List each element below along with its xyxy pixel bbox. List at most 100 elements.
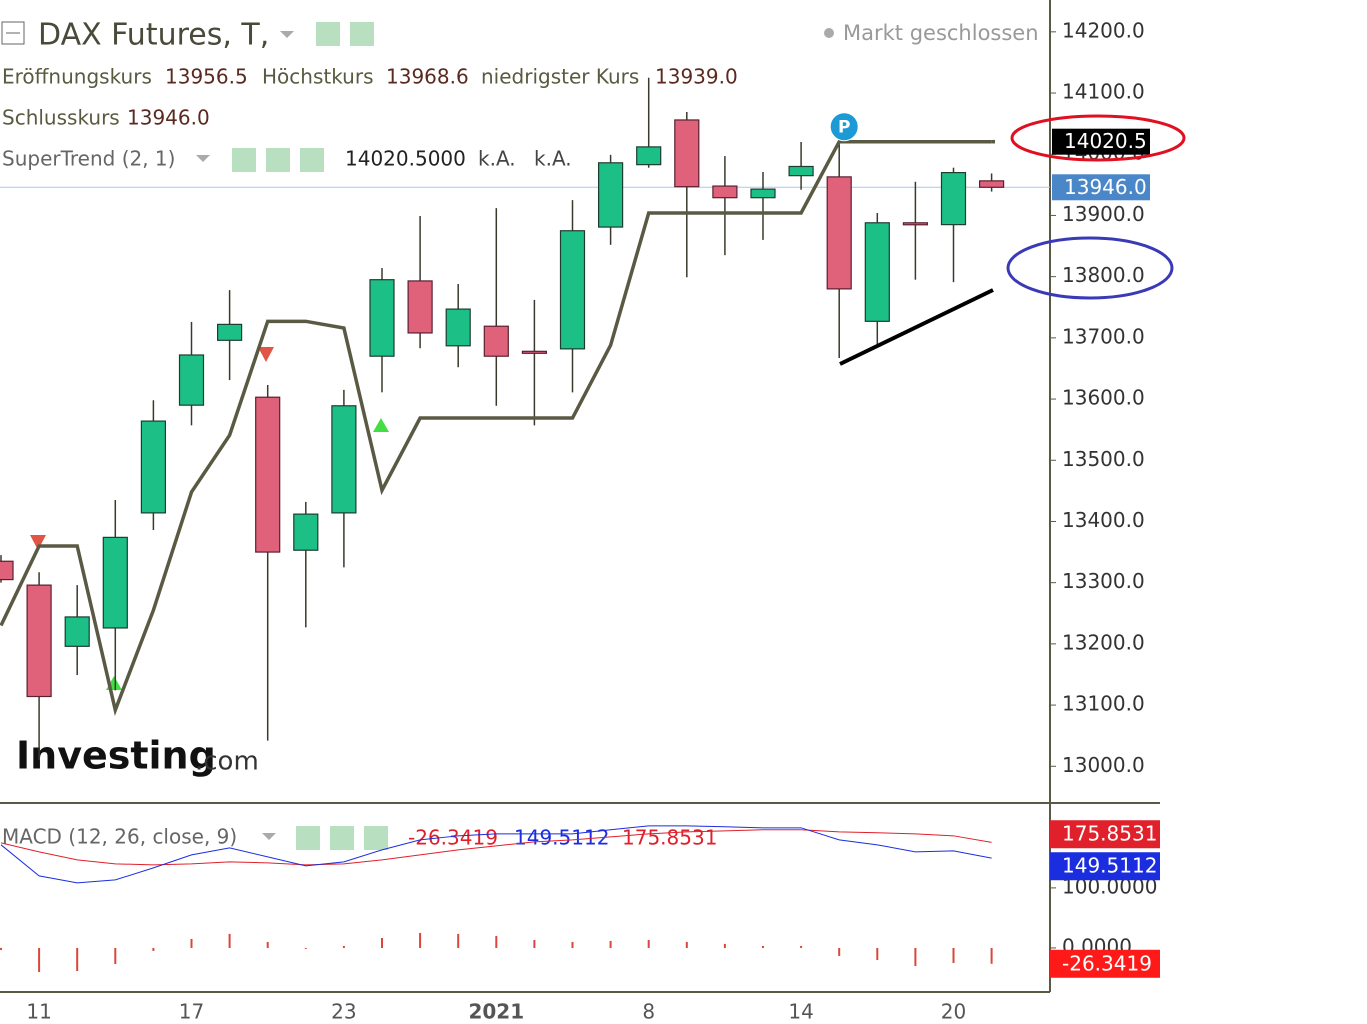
- price-box-label: 13946.0: [1064, 175, 1147, 199]
- candle-body: [750, 188, 776, 199]
- remove-icon[interactable]: [300, 148, 324, 172]
- value-box: [1050, 949, 1160, 978]
- candle-body: [521, 350, 548, 354]
- candle-body: [597, 162, 624, 228]
- eye-icon[interactable]: [316, 22, 340, 46]
- value-box-label: 149.5112: [1062, 854, 1157, 878]
- status-dot: [824, 28, 834, 38]
- y-tick-label: 13000.0: [1062, 753, 1145, 777]
- candle-body: [712, 185, 738, 199]
- candle-body: [826, 176, 852, 290]
- indicator-value: 175.8531: [622, 826, 717, 850]
- x-tick-label: 8: [642, 1000, 655, 1024]
- candle-body: [483, 325, 509, 357]
- indicator-value: k.A.: [534, 147, 572, 171]
- x-tick-label: 2021: [468, 1000, 524, 1024]
- gear-icon[interactable]: [350, 22, 374, 46]
- candle-body: [978, 180, 1005, 188]
- candle-body: [217, 323, 243, 341]
- indicator-value: 149.5112: [514, 826, 609, 850]
- candle-body: [102, 536, 128, 629]
- gear-icon[interactable]: [266, 148, 290, 172]
- remove-icon[interactable]: [364, 826, 388, 850]
- price-box-label: 14020.5: [1064, 129, 1147, 153]
- eye-icon[interactable]: [232, 148, 256, 172]
- x-tick-label: 20: [941, 1000, 966, 1024]
- candle-body: [407, 280, 433, 334]
- buy-signal: [373, 418, 389, 432]
- candle-body: [674, 119, 700, 188]
- legend-value: 13939.0: [655, 65, 738, 89]
- dropdown-icon[interactable]: [196, 155, 210, 162]
- legend-label: niedrigster Kurs: [481, 65, 639, 89]
- highlight-ellipse: [1010, 114, 1186, 162]
- market-status: Markt geschlossen: [843, 21, 1039, 45]
- candle-body: [255, 396, 281, 553]
- indicator-value: k.A.: [478, 147, 516, 171]
- x-tick-label: 17: [179, 1000, 204, 1024]
- y-tick-label: 13400.0: [1062, 508, 1145, 532]
- candle-body: [64, 616, 90, 647]
- y-tick-label: 13200.0: [1062, 630, 1145, 654]
- indicator-value: -26.3419: [408, 826, 498, 850]
- candle-body: [178, 354, 205, 406]
- supertrend-line: [0, 139, 992, 716]
- pivot-marker: [829, 112, 859, 142]
- candle-body: [331, 405, 357, 514]
- value-box: [1050, 852, 1160, 881]
- dropdown-icon[interactable]: [262, 833, 276, 840]
- candle-body: [864, 222, 890, 322]
- pivot-marker-label: P: [838, 118, 850, 138]
- price-box: [1052, 174, 1150, 201]
- indicator-value: 14020.5000: [345, 147, 466, 171]
- legend-label: Eröffnungskurs: [2, 65, 152, 89]
- dropdown-icon[interactable]: [280, 31, 294, 38]
- candle-body: [445, 308, 471, 347]
- candle-body: [902, 222, 929, 226]
- sell-signal: [30, 535, 46, 550]
- candle-body: [140, 420, 166, 514]
- chart-title: DAX Futures, T,: [38, 18, 269, 53]
- candle-body: [369, 279, 395, 357]
- value-box-label: -26.3419: [1062, 951, 1152, 975]
- y-tick-label: 13600.0: [1062, 386, 1145, 410]
- macd-line: [0, 825, 992, 884]
- indicator-name: SuperTrend (2, 1): [2, 147, 175, 171]
- y-tick-label: 13100.0: [1062, 692, 1145, 716]
- y-tick-label: 13900.0: [1062, 202, 1145, 226]
- y-tick-label: 13300.0: [1062, 569, 1145, 593]
- x-tick-label: 14: [788, 1000, 813, 1024]
- logo-suffix: .com: [195, 747, 259, 777]
- price-box: [1052, 128, 1150, 155]
- candle-body: [0, 560, 14, 581]
- candle-body: [636, 146, 662, 166]
- trend-line: [839, 288, 994, 366]
- legend-value: 13956.5: [165, 65, 248, 89]
- value-box: [1050, 820, 1160, 849]
- candle-body: [940, 171, 967, 226]
- gear-icon[interactable]: [330, 826, 354, 850]
- legend-value: 13968.6: [386, 65, 469, 89]
- sell-signal: [258, 347, 274, 362]
- legend-label: Höchstkurs: [262, 65, 374, 89]
- x-tick-label: 11: [26, 1000, 51, 1024]
- y-tick-label: 14200.0: [1062, 18, 1145, 42]
- indicator-name: MACD (12, 26, close, 9): [2, 825, 237, 849]
- candle-body: [559, 230, 586, 350]
- logo: Investing: [16, 734, 216, 778]
- y-tick-label: 13800.0: [1062, 263, 1145, 287]
- x-tick-label: 23: [331, 1000, 356, 1024]
- collapse-icon[interactable]: [1, 21, 25, 45]
- y-tick-label: 13700.0: [1062, 324, 1145, 348]
- y-tick-label: 14100.0: [1062, 80, 1145, 104]
- eye-icon[interactable]: [296, 826, 320, 850]
- y-tick-label: 13500.0: [1062, 447, 1145, 471]
- legend-label: Schlusskurs: [2, 106, 120, 130]
- legend-value: 13946.0: [127, 106, 210, 130]
- candle-body: [26, 584, 52, 698]
- candle-body: [293, 513, 319, 551]
- value-box-label: 175.8531: [1062, 822, 1157, 846]
- signal-line: [0, 829, 992, 866]
- candle-body: [788, 165, 814, 177]
